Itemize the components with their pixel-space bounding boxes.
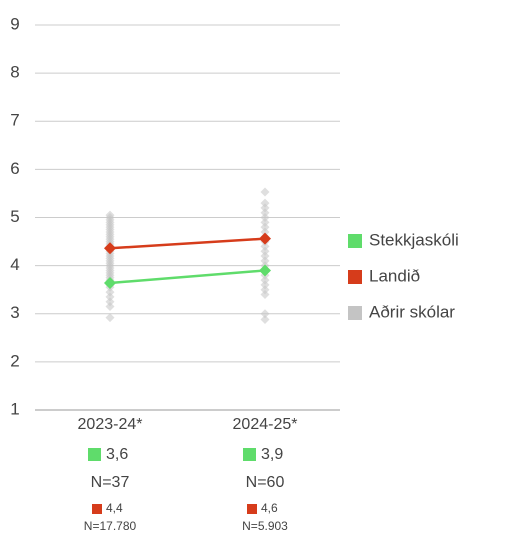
- legend-swatch: [348, 270, 362, 284]
- other-school-point: [260, 227, 270, 237]
- legend-swatch: [348, 306, 362, 320]
- x-tick-label: 2024-25*: [233, 416, 298, 433]
- n-label: N=17.780: [84, 519, 137, 533]
- y-tick-label: 9: [10, 14, 19, 33]
- y-tick-label: 6: [10, 159, 19, 178]
- series-point: [259, 264, 271, 277]
- other-school-point: [260, 309, 270, 319]
- other-school-point: [260, 187, 270, 197]
- other-school-point: [260, 241, 270, 251]
- y-tick-label: 8: [10, 63, 19, 82]
- other-school-point: [260, 217, 270, 227]
- y-tick-label: 5: [10, 207, 19, 226]
- other-school-point: [105, 210, 115, 220]
- other-school-point: [260, 256, 270, 266]
- value-label: 3,6: [106, 446, 128, 463]
- other-school-point: [260, 275, 270, 285]
- other-school-point: [260, 213, 270, 222]
- other-school-point: [105, 287, 115, 297]
- legend-swatch: [247, 504, 257, 514]
- y-tick-label: 2: [10, 351, 19, 370]
- other-school-point: [260, 246, 270, 256]
- other-school-point: [260, 280, 270, 290]
- n-label: N=60: [246, 474, 285, 491]
- series-point: [259, 232, 271, 245]
- legend-label: Aðrir skólar: [369, 302, 455, 321]
- n-label: N=5.903: [242, 519, 288, 533]
- value-label: 4,6: [261, 501, 278, 515]
- legend-swatch: [243, 448, 256, 461]
- series-line: [109, 269, 266, 285]
- other-school-point: [260, 222, 270, 232]
- other-school-point: [260, 198, 270, 208]
- series-point: [104, 276, 116, 289]
- y-tick-label: 4: [10, 255, 19, 274]
- other-school-point: [260, 251, 270, 261]
- y-tick-label: 1: [10, 399, 19, 418]
- legend-label: Landið: [369, 266, 420, 285]
- value-label: 4,4: [106, 501, 123, 515]
- other-school-point: [105, 313, 115, 323]
- legend-swatch: [88, 448, 101, 461]
- legend-swatch: [92, 504, 102, 514]
- other-school-point: [260, 208, 270, 218]
- n-label: N=37: [91, 474, 130, 491]
- other-school-point: [260, 203, 270, 213]
- series-line: [109, 237, 266, 250]
- series-point: [104, 242, 116, 255]
- y-tick-label: 3: [10, 303, 19, 322]
- other-school-point: [260, 285, 270, 295]
- other-school-point: [260, 315, 270, 325]
- other-school-point: [105, 292, 115, 302]
- y-tick-label: 7: [10, 111, 19, 130]
- legend-label: Stekkjaskóli: [369, 230, 459, 249]
- other-school-point: [260, 290, 270, 299]
- other-school-point: [105, 302, 115, 312]
- x-tick-label: 2023-24*: [78, 416, 143, 433]
- other-school-point: [105, 297, 115, 307]
- legend-swatch: [348, 234, 362, 248]
- value-label: 3,9: [261, 446, 283, 463]
